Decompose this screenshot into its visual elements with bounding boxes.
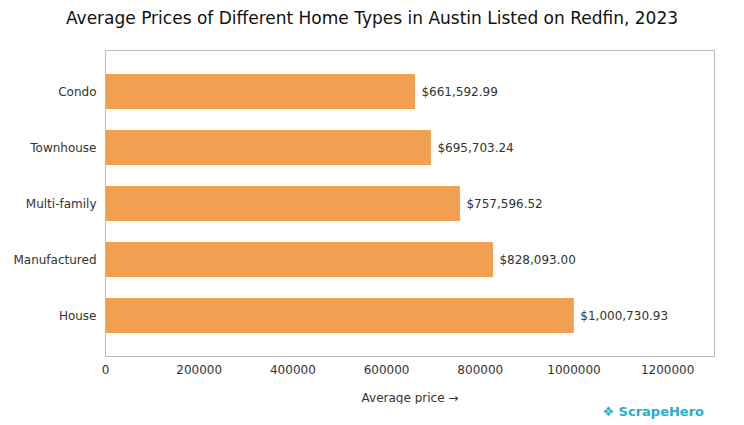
svg-text:0: 0: [102, 363, 110, 377]
svg-text:House: House: [59, 309, 97, 323]
html-text:Average Prices of Different Ho: Average Prices of Different Home Types i…: [66, 8, 678, 28]
svg-text:1200000: 1200000: [641, 363, 694, 377]
html-text:❖ ScrapeHero: ❖ ScrapeHero: [602, 404, 704, 419]
svg-text:$661,592.99: $661,592.99: [421, 85, 497, 99]
svg-text:Multi-family: Multi-family: [26, 197, 97, 211]
svg-text:$695,703.24: $695,703.24: [437, 141, 513, 155]
svg-text:$757,596.52: $757,596.52: [466, 197, 542, 211]
svg-text:800000: 800000: [457, 363, 503, 377]
svg-text:Average price →: Average price →: [362, 391, 459, 405]
svg-text:Condo: Condo: [58, 85, 96, 99]
svg-text:600000: 600000: [364, 363, 410, 377]
svg-text:$1,000,730.93: $1,000,730.93: [580, 309, 668, 323]
svg-text:$828,093.00: $828,093.00: [499, 253, 575, 267]
svg-text:Manufactured: Manufactured: [13, 253, 96, 267]
svg-text:Townhouse: Townhouse: [29, 141, 96, 155]
svg-text:1000000: 1000000: [547, 363, 600, 377]
svg-text:200000: 200000: [176, 363, 222, 377]
svg-text:400000: 400000: [270, 363, 316, 377]
